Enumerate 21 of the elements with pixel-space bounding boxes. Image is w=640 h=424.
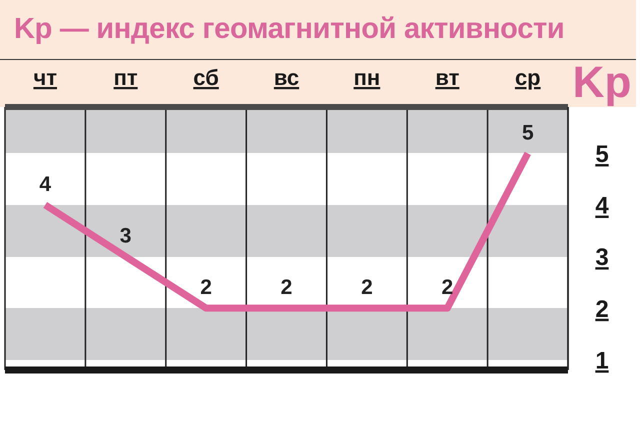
y-tick-label: 3 xyxy=(595,244,609,272)
y-tick-label: 5 xyxy=(595,141,609,168)
data-label: 2 xyxy=(280,276,292,300)
x-tick-label: сб xyxy=(193,65,219,90)
data-label: 5 xyxy=(522,121,534,144)
y-axis-title: Kp xyxy=(572,58,632,107)
x-tick-label: пн xyxy=(354,65,380,90)
data-label: 2 xyxy=(361,276,373,300)
chart-title: Kp — индекс геомагнитной активности xyxy=(14,13,564,46)
data-label: 4 xyxy=(39,172,52,196)
x-tick-label: ср xyxy=(514,65,541,90)
y-tick-label: 4 xyxy=(595,192,610,220)
data-label: 2 xyxy=(200,276,212,300)
data-label: 2 xyxy=(442,276,454,300)
x-tick-label: вт xyxy=(435,65,460,90)
x-tick-label: вс xyxy=(274,65,300,90)
y-tick-label: 1 xyxy=(595,347,609,374)
x-tick-label: пт xyxy=(114,65,138,90)
x-tick-label: чт xyxy=(33,65,58,90)
y-tick-label: 2 xyxy=(595,296,609,323)
data-label: 3 xyxy=(120,224,132,248)
